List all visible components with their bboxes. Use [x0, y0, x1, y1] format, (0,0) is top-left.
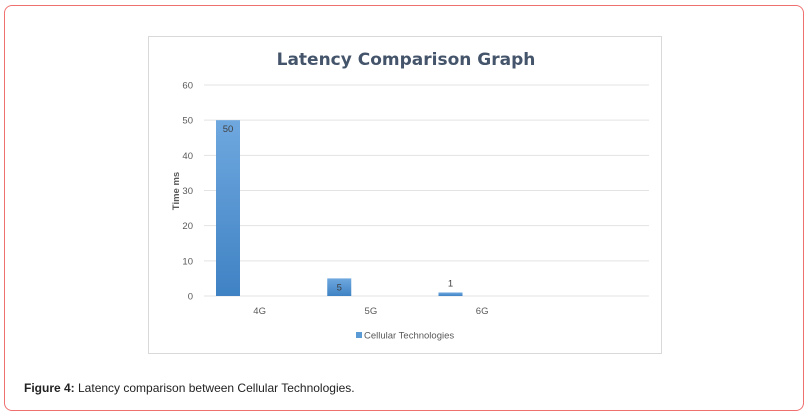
caption-text: Latency comparison between Cellular Tech… [74, 381, 355, 395]
y-tick-label: 50 [182, 116, 193, 127]
legend-swatch [356, 332, 362, 338]
y-tick-label: 20 [182, 221, 193, 232]
chart-title: Latency Comparison Graph [277, 50, 536, 70]
x-tick-label: 4G [253, 306, 266, 317]
data-label: 1 [448, 278, 453, 289]
caption-label: Figure 4: [24, 381, 75, 395]
x-tick-label: 6G [476, 306, 489, 317]
y-axis-label: Time ms [171, 172, 182, 210]
figure-caption: Figure 4: Latency comparison between Cel… [24, 381, 355, 395]
chart-container: Latency Comparison Graph 0 10 20 30 40 50 60 Tim… [148, 36, 662, 354]
bar-chart: Latency Comparison Graph 0 10 20 30 40 50 60 Tim… [171, 50, 649, 342]
figure-frame [4, 5, 804, 411]
x-tick-label: 5G [365, 306, 378, 317]
y-tick-label: 30 [182, 186, 193, 197]
legend-label: Cellular Technologies [364, 331, 454, 342]
y-tick-label: 10 [182, 256, 193, 267]
bar-6g [438, 292, 463, 296]
data-label: 5 [337, 282, 342, 293]
data-label: 50 [223, 124, 234, 135]
y-tick-label: 0 [188, 292, 193, 303]
y-tick-label: 60 [182, 81, 193, 92]
bar-5g [327, 278, 352, 296]
y-tick-label: 40 [182, 151, 193, 162]
bar-4g [216, 120, 240, 297]
